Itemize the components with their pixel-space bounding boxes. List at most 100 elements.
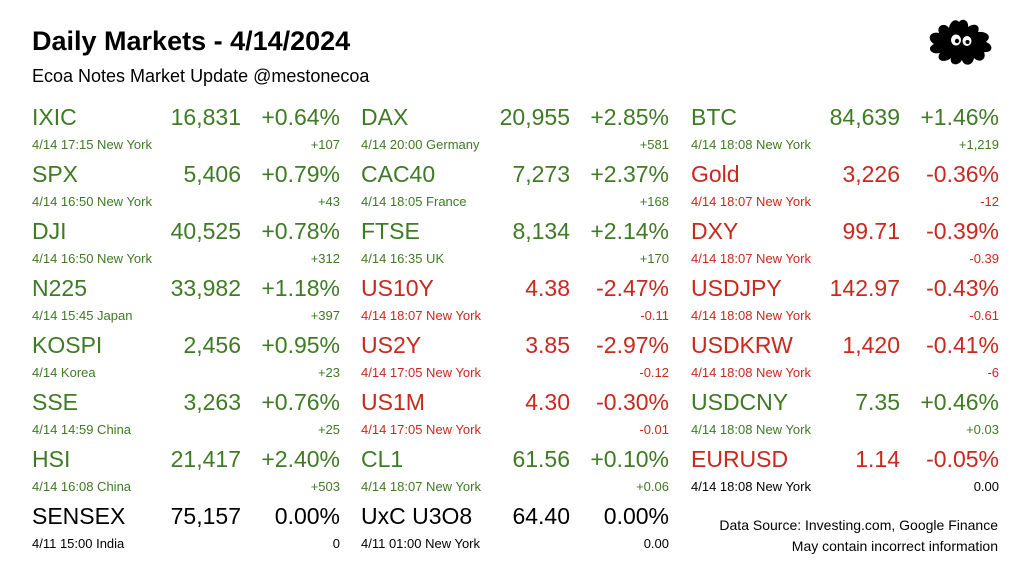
- ticker-absolute-change: +1,219: [958, 137, 999, 152]
- ticker-percent-change: +2.40%: [261, 446, 340, 472]
- ticker-price: 33,982: [170, 275, 241, 301]
- ticker-percent-change: -2.47%: [596, 275, 669, 301]
- ticker-price: 64.40: [512, 503, 570, 529]
- ticker-percent-change: +0.10%: [590, 446, 669, 472]
- ticker-percent-change: -0.43%: [926, 275, 999, 301]
- ticker-symbol: SSE: [32, 389, 79, 415]
- ticker-price: 3.85: [525, 332, 570, 358]
- ticker-percent-change: -0.05%: [926, 446, 999, 472]
- ticker-absolute-change: +25: [317, 422, 340, 437]
- ticker-symbol: KOSPI: [32, 332, 103, 358]
- market-column-europe-rates: DAX 20,955 +2.85% 4/14 20:00 Germany +581 CAC…: [361, 102, 669, 558]
- ticker-absolute-change: 0.00: [643, 536, 669, 551]
- ticker-symbol: USDJPY: [691, 275, 782, 301]
- ticker-timestamp-location: 4/14 18:07 New York: [361, 308, 481, 323]
- ticker-row: CL1 61.56 +0.10% 4/14 18:07 New York +0.06: [361, 444, 669, 501]
- ticker-timestamp-location: 4/14 18:08 New York: [691, 422, 811, 437]
- ticker-symbol: DJI: [32, 218, 67, 244]
- ticker-percent-change: +0.79%: [261, 161, 340, 187]
- ticker-price: 16,831: [170, 104, 241, 130]
- ticker-percent-change: +0.76%: [261, 389, 340, 415]
- ticker-symbol: UxC U3O8: [361, 503, 473, 529]
- ticker-price: 40,525: [170, 218, 241, 244]
- ticker-row: Gold 3,226 -0.36% 4/14 18:07 New York -12: [691, 159, 999, 216]
- ticker-row: CAC40 7,273 +2.37% 4/14 18:05 France +168: [361, 159, 669, 216]
- ticker-absolute-change: +503: [310, 479, 340, 494]
- ticker-price: 84,639: [829, 104, 900, 130]
- ticker-symbol: EURUSD: [691, 446, 789, 472]
- ticker-symbol: N225: [32, 275, 87, 301]
- ticker-row: KOSPI 2,456 +0.95% 4/14 Korea +23: [32, 330, 340, 387]
- ticker-timestamp-location: 4/14 20:00 Germany: [361, 137, 480, 152]
- ticker-symbol: SPX: [32, 161, 79, 187]
- ticker-percent-change: +1.46%: [920, 104, 999, 130]
- ticker-absolute-change: -12: [980, 194, 999, 209]
- ticker-timestamp-location: 4/14 18:07 New York: [691, 251, 811, 266]
- ticker-symbol: DAX: [361, 104, 409, 130]
- ticker-row: SPX 5,406 +0.79% 4/14 16:50 New York +43: [32, 159, 340, 216]
- ticker-price: 61.56: [512, 446, 570, 472]
- ticker-symbol: IXIC: [32, 104, 77, 130]
- ticker-row: USDJPY 142.97 -0.43% 4/14 18:08 New York -0.…: [691, 273, 999, 330]
- ticker-timestamp-location: 4/14 18:08 New York: [691, 365, 811, 380]
- ticker-symbol: SENSEX: [32, 503, 126, 529]
- ticker-timestamp-location: 4/14 16:50 New York: [32, 194, 152, 209]
- market-column-crypto-fx: BTC 84,639 +1.46% 4/14 18:08 New York +1,219…: [691, 102, 999, 501]
- ticker-row: EURUSD 1.14 -0.05% 4/14 18:08 New York 0.00: [691, 444, 999, 501]
- ticker-price: 4.38: [525, 275, 570, 301]
- ticker-price: 20,955: [499, 104, 570, 130]
- ticker-timestamp-location: 4/14 18:08 New York: [691, 308, 811, 323]
- ticker-price: 7,273: [512, 161, 570, 187]
- ticker-price: 142.97: [829, 275, 900, 301]
- ticker-timestamp-location: 4/14 17:05 New York: [361, 422, 481, 437]
- ticker-percent-change: -0.41%: [926, 332, 999, 358]
- ticker-percent-change: +2.37%: [590, 161, 669, 187]
- ticker-row: HSI 21,417 +2.40% 4/14 16:08 China +503: [32, 444, 340, 501]
- ticker-price: 7.35: [855, 389, 900, 415]
- ticker-row: DXY 99.71 -0.39% 4/14 18:07 New York -0.39: [691, 216, 999, 273]
- ticker-row: US2Y 3.85 -2.97% 4/14 17:05 New York -0.12: [361, 330, 669, 387]
- ticker-timestamp-location: 4/14 17:15 New York: [32, 137, 152, 152]
- ticker-row: DAX 20,955 +2.85% 4/14 20:00 Germany +581: [361, 102, 669, 159]
- ticker-timestamp-location: 4/14 16:08 China: [32, 479, 132, 494]
- ticker-timestamp-location: 4/14 18:07 New York: [691, 194, 811, 209]
- ticker-timestamp-location: 4/11 01:00 New York: [361, 536, 481, 551]
- ticker-row: USDKRW 1,420 -0.41% 4/14 18:08 New York -6: [691, 330, 999, 387]
- ticker-price: 1.14: [855, 446, 900, 472]
- ticker-absolute-change: -0.01: [639, 422, 669, 437]
- ticker-absolute-change: +0.03: [966, 422, 999, 437]
- page-subtitle: Ecoa Notes Market Update @mestonecoa: [32, 66, 370, 86]
- ticker-absolute-change: -6: [987, 365, 999, 380]
- ticker-price: 75,157: [170, 503, 241, 529]
- ticker-price: 2,456: [183, 332, 241, 358]
- ticker-row: FTSE 8,134 +2.14% 4/14 16:35 UK +170: [361, 216, 669, 273]
- ticker-absolute-change: -0.12: [639, 365, 669, 380]
- ticker-symbol: US10Y: [361, 275, 434, 301]
- ticker-price: 3,226: [842, 161, 900, 187]
- ticker-price: 21,417: [170, 446, 241, 472]
- ticker-row: SSE 3,263 +0.76% 4/14 14:59 China +25: [32, 387, 340, 444]
- ticker-price: 8,134: [512, 218, 570, 244]
- page-title: Daily Markets - 4/14/2024: [32, 26, 351, 56]
- ticker-row: US10Y 4.38 -2.47% 4/14 18:07 New York -0.11: [361, 273, 669, 330]
- ticker-absolute-change: -0.39: [969, 251, 999, 266]
- ticker-absolute-change: +397: [310, 308, 340, 323]
- ticker-row: DJI 40,525 +0.78% 4/14 16:50 New York +312: [32, 216, 340, 273]
- ticker-percent-change: +1.18%: [261, 275, 340, 301]
- ticker-timestamp-location: 4/14 18:08 New York: [691, 137, 811, 152]
- ticker-timestamp-location: 4/14 17:05 New York: [361, 365, 481, 380]
- ticker-percent-change: 0.00%: [274, 503, 340, 529]
- ticker-row: BTC 84,639 +1.46% 4/14 18:08 New York +1,219: [691, 102, 999, 159]
- ticker-row: N225 33,982 +1.18% 4/14 15:45 Japan +397: [32, 273, 340, 330]
- ticker-absolute-change: +168: [639, 194, 669, 209]
- ticker-absolute-change: +43: [317, 194, 340, 209]
- ticker-percent-change: -0.36%: [926, 161, 999, 187]
- ticker-timestamp-location: 4/14 Korea: [32, 365, 96, 380]
- ticker-percent-change: +0.78%: [261, 218, 340, 244]
- splat-logo-icon: [929, 19, 992, 65]
- ticker-row: UxC U3O8 64.40 0.00% 4/11 01:00 New York 0.0…: [361, 501, 669, 558]
- ticker-percent-change: -0.30%: [596, 389, 669, 415]
- ticker-timestamp-location: 4/14 16:50 New York: [32, 251, 152, 266]
- ticker-symbol: USDCNY: [691, 389, 789, 415]
- ticker-price: 1,420: [842, 332, 900, 358]
